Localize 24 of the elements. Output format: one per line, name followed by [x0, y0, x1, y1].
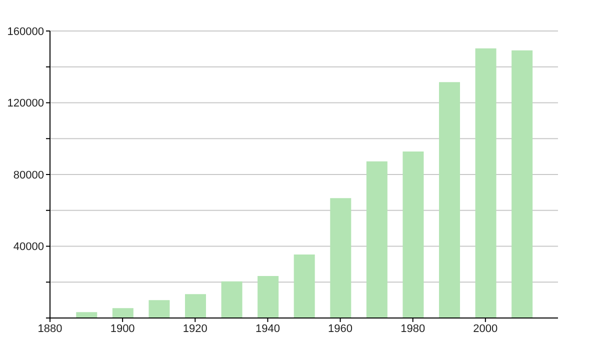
x-tick-label: 2000 [473, 322, 498, 335]
bar [439, 82, 460, 318]
bar [258, 276, 279, 318]
bar [366, 161, 388, 318]
x-tick-label: 1940 [255, 322, 280, 335]
bar [512, 50, 533, 318]
x-tick-label: 1900 [110, 322, 135, 335]
y-tick-label: 120000 [7, 98, 44, 110]
bar [475, 48, 496, 318]
y-tick-label: 40000 [13, 241, 44, 254]
bar [294, 254, 315, 318]
x-tick-label: 1920 [182, 322, 208, 335]
bar [185, 294, 206, 318]
y-tick-label: 80000 [13, 169, 44, 182]
x-tick-label: 1960 [328, 322, 353, 335]
bar [148, 300, 170, 318]
bar [112, 308, 134, 318]
bar [402, 152, 424, 318]
bar [221, 281, 242, 318]
bar [330, 198, 352, 318]
x-tick-label: 1880 [38, 322, 62, 335]
bar [76, 312, 98, 318]
y-tick-label: 160000 [7, 26, 44, 38]
x-tick-label: 1980 [400, 322, 426, 335]
